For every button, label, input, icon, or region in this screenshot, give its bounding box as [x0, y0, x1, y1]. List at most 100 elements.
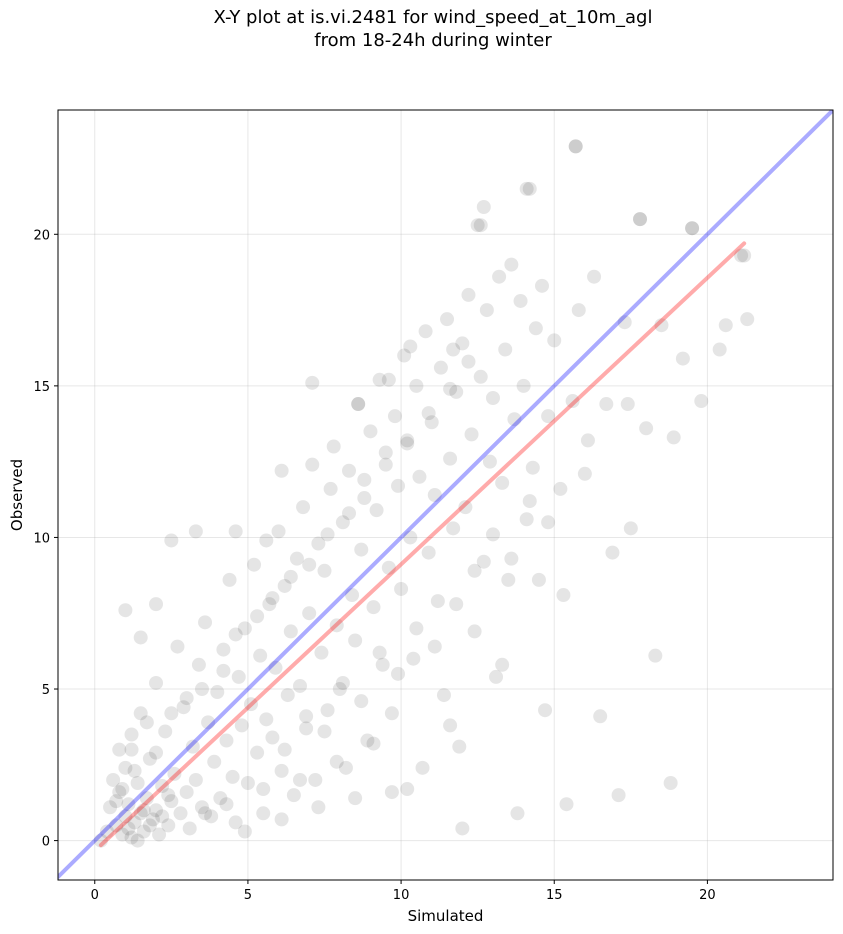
- scatter-point: [262, 597, 277, 612]
- scatter-point: [415, 760, 430, 775]
- x-axis-label: Simulated: [408, 907, 484, 925]
- scatter-point: [406, 651, 421, 666]
- scatter-point: [446, 521, 461, 536]
- scatter-point: [326, 439, 341, 454]
- scatter-point: [124, 830, 139, 845]
- scatter-point: [179, 785, 194, 800]
- scatter-point: [198, 615, 213, 630]
- scatter-point: [427, 488, 442, 502]
- scatter-point: [118, 809, 133, 824]
- scatter-point: [106, 772, 121, 787]
- scatter-point: [694, 394, 709, 409]
- scatter-point: [228, 815, 243, 830]
- scatter-point: [268, 660, 283, 675]
- scatter-point: [504, 257, 519, 272]
- y-tick-label: 0: [42, 835, 50, 850]
- y-tick-label: 15: [33, 380, 50, 395]
- scatter-point: [522, 494, 537, 509]
- scatter-point: [734, 248, 749, 263]
- scatter-point: [103, 800, 118, 815]
- scatter-point: [302, 606, 317, 621]
- scatter-point: [118, 760, 133, 775]
- plot-background: [58, 110, 833, 880]
- scatter-point: [516, 378, 531, 393]
- scatter-point: [289, 551, 304, 566]
- scatter-point: [161, 818, 176, 833]
- scatter-point: [237, 824, 252, 839]
- scatter-point: [216, 663, 231, 678]
- scatter-point: [412, 469, 427, 484]
- scatter-point: [351, 397, 366, 412]
- scatter-point: [685, 221, 700, 236]
- scatter-point: [712, 342, 727, 357]
- scatter-point: [387, 409, 402, 424]
- scatter-point: [740, 312, 755, 327]
- scatter-point: [145, 812, 160, 827]
- scatter-point: [219, 733, 234, 748]
- scatter-point: [620, 397, 635, 412]
- scatter-point: [277, 742, 292, 757]
- plot-frame: [57, 109, 834, 881]
- scatter-point: [492, 269, 507, 284]
- scatter-point: [357, 491, 372, 506]
- identity-line: [58, 110, 833, 879]
- x-tick-label: 5: [244, 888, 252, 903]
- scatter-point: [198, 806, 213, 821]
- scatter-point: [476, 200, 491, 215]
- scatter-point: [443, 381, 458, 396]
- scatter-point: [277, 578, 292, 593]
- scatter-point: [149, 675, 164, 690]
- scatter-point: [231, 669, 246, 684]
- scatter-point: [369, 503, 384, 518]
- scatter-point: [378, 457, 393, 472]
- y-axis-ticks: 0 5 10 15 20: [33, 228, 58, 850]
- scatter-point: [149, 597, 164, 612]
- scatter-point: [675, 351, 690, 366]
- scatter-point: [433, 360, 448, 375]
- scatter-point: [400, 436, 415, 451]
- scatter-point: [283, 624, 298, 639]
- scatter-point: [443, 451, 458, 466]
- scatter-point: [323, 481, 338, 496]
- scatter-point: [559, 797, 574, 812]
- scatter-point: [296, 500, 311, 515]
- scatter-point: [210, 685, 225, 700]
- scatter-point: [118, 603, 133, 618]
- scatter-point: [623, 521, 638, 536]
- scatter-point: [534, 278, 549, 293]
- scatter-point: [176, 700, 191, 715]
- scatter-point: [302, 557, 317, 572]
- scatter-point: [155, 809, 170, 824]
- scatter-point: [384, 706, 399, 721]
- scatter-point: [265, 730, 280, 745]
- x-tick-label: 15: [546, 888, 563, 903]
- scatter-point: [136, 803, 151, 818]
- scatter-point: [320, 527, 335, 542]
- scatter-point: [513, 293, 528, 308]
- scatter-point: [182, 821, 197, 836]
- scatter-point: [654, 318, 669, 333]
- scatter-point: [400, 433, 415, 448]
- scatter-point: [133, 706, 148, 721]
- scatter-point: [228, 627, 243, 642]
- scatter-point: [311, 536, 326, 551]
- scatter-point: [207, 754, 222, 769]
- scatter-point: [541, 515, 556, 530]
- scatter-point: [109, 794, 124, 809]
- scatter-point: [194, 682, 209, 697]
- scatter-point: [173, 806, 188, 821]
- scatter-point: [394, 581, 409, 596]
- scatter-point: [342, 506, 357, 521]
- scatter-point: [455, 336, 470, 351]
- scatter-point: [476, 554, 491, 569]
- scatter-point: [525, 460, 540, 475]
- scatter-point: [436, 688, 451, 703]
- scatter-point: [139, 791, 154, 806]
- scatter-point: [639, 421, 654, 436]
- scatter-point: [292, 678, 307, 693]
- scatter-point: [311, 800, 326, 815]
- scatter-point: [240, 775, 255, 790]
- scatter-point: [528, 321, 543, 336]
- scatter-point: [375, 657, 390, 672]
- scatter-point: [485, 527, 500, 542]
